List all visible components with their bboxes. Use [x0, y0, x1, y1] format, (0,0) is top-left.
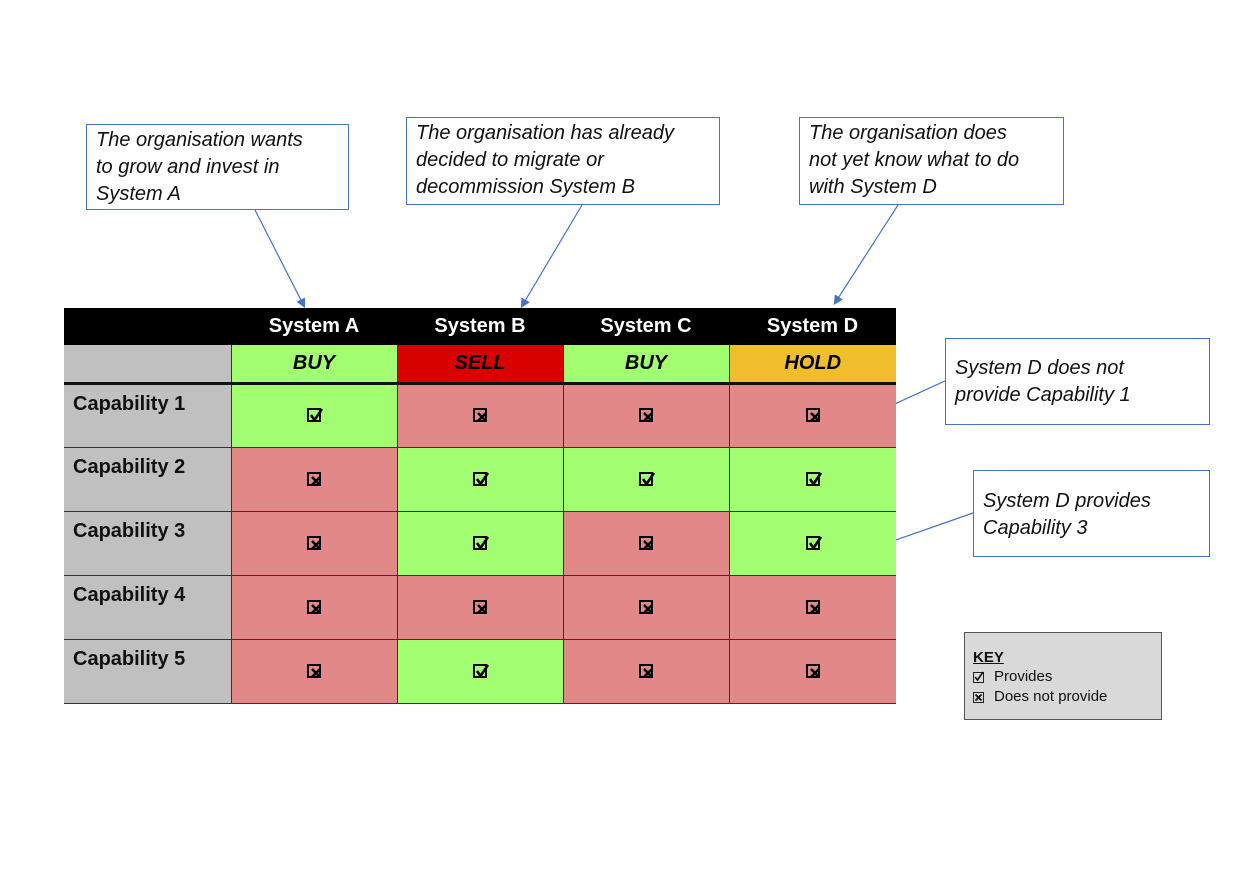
cell-provides: [728, 447, 896, 512]
capability-label: Capability 4: [64, 575, 231, 640]
cell-provides: [562, 447, 729, 512]
cell-provides: [728, 511, 896, 576]
crossed-box-icon: [307, 663, 321, 678]
callout-line: to grow and invest in: [96, 156, 280, 178]
callout-system-d: The organisation does not yet know what …: [799, 117, 1064, 205]
checked-box-icon: [473, 663, 490, 679]
checked-box-icon: [307, 408, 324, 423]
capability-row: Capability 4: [64, 575, 896, 640]
cell-provides: [396, 639, 563, 704]
cell-does-not-provide: [562, 575, 729, 640]
cell-does-not-provide: [562, 383, 729, 448]
rating-row: BUY SELL BUY HOLD: [64, 345, 896, 385]
rating-buy: BUY: [230, 345, 397, 385]
checked-box-icon: [639, 471, 656, 487]
system-header-row: System A System B System C System D: [64, 308, 896, 345]
cell-does-not-provide: [728, 575, 896, 640]
crossed-box-icon: [805, 663, 820, 678]
capability-row: Capability 3: [64, 511, 896, 576]
cell-provides: [230, 383, 397, 448]
cell-does-not-provide: [396, 575, 563, 640]
callout-line: decommission System B: [416, 176, 635, 198]
callout-line: Capability 3: [983, 517, 1088, 539]
arrow-system-a: [254, 209, 306, 309]
callout-line: System D provides: [983, 490, 1151, 512]
rating-buy: BUY: [562, 345, 729, 385]
checked-box-icon: [473, 471, 490, 487]
capability-row: Capability 1: [64, 383, 896, 448]
callout-system-a: The organisation wants to grow and inves…: [86, 124, 349, 210]
cell-does-not-provide: [728, 383, 896, 448]
callout-line: decided to migrate or: [416, 149, 604, 171]
crossed-box-icon: [639, 663, 653, 678]
capability-row: Capability 2: [64, 447, 896, 512]
cell-does-not-provide: [230, 447, 397, 512]
checked-box-icon: [473, 535, 490, 551]
callout-line: not yet know what to do: [809, 149, 1020, 171]
rating-sell: SELL: [396, 345, 563, 385]
legend-label: Provides: [994, 668, 1053, 685]
legend-item-provides: Provides: [973, 667, 1153, 687]
system-header: System A: [231, 308, 397, 345]
callout-line: The organisation has already: [416, 122, 674, 144]
capability-matrix: System A System B System C System D BUY …: [64, 308, 896, 704]
legend-title: KEY: [973, 649, 1004, 666]
cell-does-not-provide: [230, 639, 397, 704]
legend-key: KEY Provides Does not provide: [964, 632, 1162, 720]
crossed-box-icon: [307, 471, 321, 486]
system-header: System D: [729, 308, 896, 345]
capability-label: Capability 3: [64, 511, 231, 576]
cell-does-not-provide: [562, 639, 729, 704]
crossed-box-icon: [973, 691, 984, 703]
capability-row: Capability 5: [64, 639, 896, 704]
crossed-box-icon: [639, 535, 653, 550]
capability-label: Capability 1: [64, 383, 231, 448]
rating-corner: [64, 345, 231, 385]
crossed-box-icon: [473, 599, 487, 614]
cell-does-not-provide: [728, 639, 896, 704]
cell-provides: [396, 511, 563, 576]
arrow-system-b: [520, 204, 583, 309]
cell-does-not-provide: [562, 511, 729, 576]
checked-box-icon: [805, 535, 822, 551]
callout-line: with System D: [809, 176, 937, 198]
callout-line: The organisation does: [809, 122, 1007, 144]
crossed-box-icon: [639, 408, 653, 423]
cell-provides: [396, 447, 563, 512]
checked-box-icon: [973, 671, 984, 683]
cell-does-not-provide: [230, 575, 397, 640]
checked-box-icon: [805, 471, 822, 487]
capability-label: Capability 5: [64, 639, 231, 704]
cell-does-not-provide: [230, 511, 397, 576]
rating-hold: HOLD: [728, 345, 896, 385]
corner-cell: [64, 308, 231, 345]
crossed-box-icon: [473, 408, 487, 423]
callout-system-d-capability-1: System D does not provide Capability 1: [945, 338, 1210, 425]
callout-line: provide Capability 1: [955, 384, 1131, 406]
callout-line: System D does not: [955, 357, 1124, 379]
crossed-box-icon: [805, 599, 820, 614]
capability-label: Capability 2: [64, 447, 231, 512]
callout-line: The organisation wants: [96, 129, 303, 151]
system-header: System B: [397, 308, 563, 345]
callout-line: System A: [96, 183, 181, 205]
crossed-box-icon: [307, 535, 321, 550]
callout-system-d-capability-3: System D provides Capability 3: [973, 470, 1210, 557]
crossed-box-icon: [639, 599, 653, 614]
arrow-system-d: [833, 204, 899, 306]
system-header: System C: [563, 308, 729, 345]
legend-item-does-not-provide: Does not provide: [973, 687, 1153, 707]
crossed-box-icon: [307, 599, 321, 614]
callout-system-b: The organisation has already decided to …: [406, 117, 720, 205]
crossed-box-icon: [805, 408, 820, 423]
legend-label: Does not provide: [994, 688, 1108, 705]
cell-does-not-provide: [396, 383, 563, 448]
